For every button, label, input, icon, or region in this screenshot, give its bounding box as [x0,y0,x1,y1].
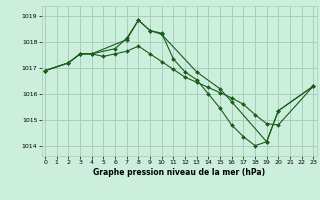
X-axis label: Graphe pression niveau de la mer (hPa): Graphe pression niveau de la mer (hPa) [93,168,265,177]
